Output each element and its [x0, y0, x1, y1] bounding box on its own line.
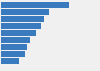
Bar [1, 23, 41, 29]
Bar [1, 58, 19, 64]
Bar [1, 37, 30, 43]
Bar [1, 51, 25, 57]
Bar [1, 2, 69, 8]
Bar [1, 9, 49, 15]
Bar [1, 44, 27, 50]
Bar [1, 30, 36, 36]
Bar [1, 16, 44, 22]
